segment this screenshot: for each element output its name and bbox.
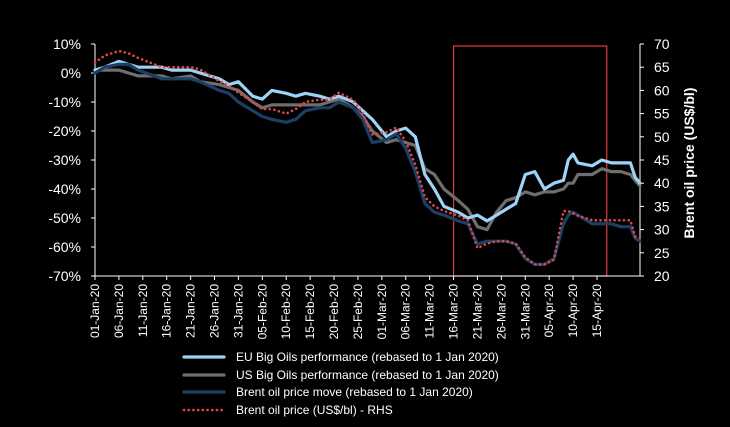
x-tick-label: 05-Feb-20 — [255, 284, 269, 340]
legend-brent-price-label: Brent oil price (US$/bl) - RHS — [236, 403, 393, 417]
x-tick-label: 06-Mar-20 — [399, 284, 413, 340]
legend-eu-big-oils-label: EU Big Oils performance (rebased to 1 Ja… — [236, 350, 499, 364]
x-tick-label: 16-Mar-20 — [447, 284, 461, 340]
x-tick-label: 25-Feb-20 — [351, 284, 365, 340]
legend: EU Big Oils performance (rebased to 1 Ja… — [182, 350, 499, 417]
x-tick-label: 10-Apr-20 — [566, 284, 580, 338]
brent-move-line — [93, 62, 642, 266]
x-tick-label: 20-Feb-20 — [327, 284, 341, 340]
y-right-tick-label: 20 — [654, 268, 670, 284]
x-tick-label: 31-Mar-20 — [518, 284, 532, 340]
x-tick-label: 06-Jan-20 — [112, 284, 126, 338]
y-left-tick-label: -10% — [48, 94, 81, 110]
y-left-tick-label: -50% — [48, 210, 81, 226]
x-tick-label: 10-Feb-20 — [279, 284, 293, 340]
y-left-tick-label: -30% — [48, 152, 81, 168]
legend-brent-move-label: Brent oil price move (rebased to 1 Jan 2… — [236, 385, 473, 399]
y-right-tick-label: 60 — [654, 82, 670, 98]
y-left-tick-label: -20% — [48, 123, 81, 139]
legend-us-big-oils-label: US Big Oils performance (rebased to 1 Ja… — [236, 368, 499, 382]
y-left-tick-label: 0% — [61, 65, 81, 81]
right-axis-title: Brent oil price (US$/bl) — [681, 88, 697, 239]
y-right-tick-label: 65 — [654, 59, 670, 75]
series-layer — [93, 49, 642, 266]
x-tick-label: 21-Mar-20 — [470, 284, 484, 340]
y-right-tick-label: 25 — [654, 245, 670, 261]
x-tick-label: 16-Jan-20 — [160, 284, 174, 338]
x-tick-label: 26-Jan-20 — [208, 284, 222, 338]
x-tick-label: 01-Jan-20 — [88, 284, 102, 338]
y-left-tick-label: -40% — [48, 181, 81, 197]
y-left-tick-label: -70% — [48, 268, 81, 284]
y-right-tick-label: 40 — [654, 175, 670, 191]
x-tick-label: 15-Apr-20 — [590, 284, 604, 338]
x-tick-label: 15-Feb-20 — [303, 284, 317, 340]
x-tick-label: 01-Mar-20 — [375, 284, 389, 340]
x-tick-label: 11-Mar-20 — [423, 284, 437, 339]
y-right-tick-label: 45 — [654, 152, 670, 168]
y-right-tick-label: 50 — [654, 129, 670, 145]
y-left-tick-label: -60% — [48, 239, 81, 255]
x-tick-label: 21-Jan-20 — [184, 284, 198, 338]
y-right-tick-label: 70 — [654, 36, 670, 52]
y-right-tick-label: 35 — [654, 198, 670, 214]
x-tick-label: 11-Jan-20 — [136, 284, 150, 337]
x-tick-label: 05-Apr-20 — [542, 284, 556, 338]
y-right-tick-label: 55 — [654, 106, 670, 122]
y-right-tick-label: 30 — [654, 222, 670, 238]
x-tick-label: 26-Mar-20 — [494, 284, 508, 340]
y-left-tick-label: 10% — [53, 36, 81, 52]
x-tick-label: 31-Jan-20 — [231, 284, 245, 338]
brent-price-line — [93, 49, 642, 266]
axis-layer: 10% 0% -10% -20% -30% -40% -50% -60% -70% 70 65 60 5… — [48, 36, 669, 339]
